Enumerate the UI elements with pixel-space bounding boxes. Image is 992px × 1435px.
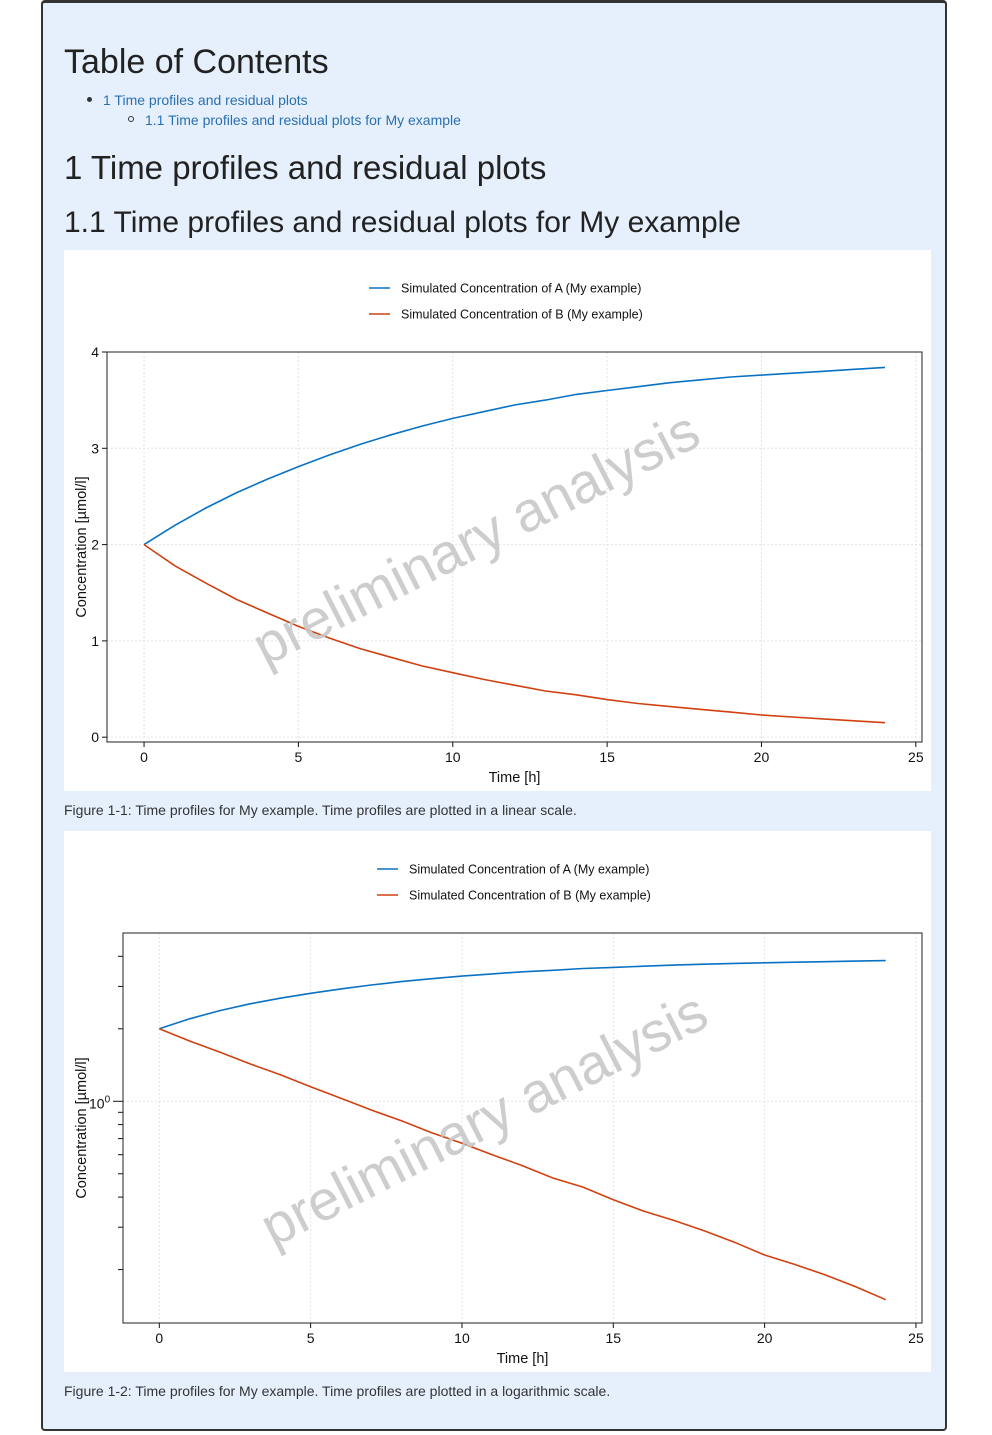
x-axis-label: Time [h] [497,1351,549,1367]
figure-1-chart: Simulated Concentration of A (My example… [74,282,924,787]
x-tick-label-1: 5 [307,1330,315,1346]
figure-1-panel: Simulated Concentration of A (My example… [64,250,931,791]
legend-label-2: Simulated Concentration of B (My example… [401,308,643,322]
y-tick-label-1: 1 [91,633,99,649]
subsection-heading: 1.1 Time profiles and residual plots for… [64,206,741,239]
toc-list: 1 Time profiles and residual plots [87,91,308,109]
y-tick-label-major: 100 [89,1094,111,1111]
x-tick-label-0: 0 [155,1330,163,1346]
x-axis-label: Time [h] [489,770,541,786]
x-tick-label-5: 25 [908,1330,924,1346]
x-tick-label-4: 20 [754,749,770,765]
y-tick-label-4: 4 [91,344,99,360]
toc-title: Table of Contents [64,43,329,81]
plot-area-frame [122,932,923,1324]
legend-label-2: Simulated Concentration of B (My example… [409,889,651,903]
figure-1-caption: Figure 1-1: Time profiles for My example… [64,802,577,818]
legend-label-1: Simulated Concentration of A (My example… [409,863,649,877]
legend-label-1: Simulated Concentration of A (My example… [401,282,641,296]
y-axis-label: Concentration [µmol/l] [74,476,90,617]
series-line-1 [159,959,886,1030]
toc-link-1[interactable]: 1 Time profiles and residual plots [103,92,308,108]
y-tick-label-3: 3 [91,440,99,456]
figure-2-chart: Simulated Concentration of A (My example… [74,863,924,1368]
series-line-1 [143,366,886,546]
y-tick-label-0: 0 [91,729,99,745]
toc-item-1-1[interactable]: 1.1 Time profiles and residual plots for… [128,111,461,129]
figure-2-panel: Simulated Concentration of A (My example… [64,831,931,1372]
watermark: preliminary analysis [242,398,709,677]
x-tick-label-4: 20 [757,1330,773,1346]
series-line-2 [143,543,886,724]
plot-area-frame [106,351,923,743]
x-tick-label-2: 10 [454,1330,470,1346]
x-tick-label-3: 15 [606,1330,622,1346]
x-tick-label-2: 10 [445,749,461,765]
toc-item-1[interactable]: 1 Time profiles and residual plots [87,91,308,109]
y-tick-label-2: 2 [91,537,99,553]
bullet-circle-icon [128,116,134,123]
x-tick-label-1: 5 [295,749,303,765]
toc-sublist: 1.1 Time profiles and residual plots for… [128,111,461,129]
toc-link-1-1[interactable]: 1.1 Time profiles and residual plots for… [145,112,461,128]
x-tick-label-3: 15 [599,749,615,765]
section-heading: 1 Time profiles and residual plots [64,149,547,186]
y-axis-label: Concentration [µmol/l] [74,1057,90,1198]
x-tick-label-5: 25 [908,749,924,765]
watermark: preliminary analysis [250,979,717,1258]
x-tick-label-0: 0 [140,749,148,765]
figure-2-caption: Figure 1-2: Time profiles for My example… [64,1383,611,1399]
bullet-disc-icon [87,96,92,102]
series-line-2 [159,1028,887,1301]
